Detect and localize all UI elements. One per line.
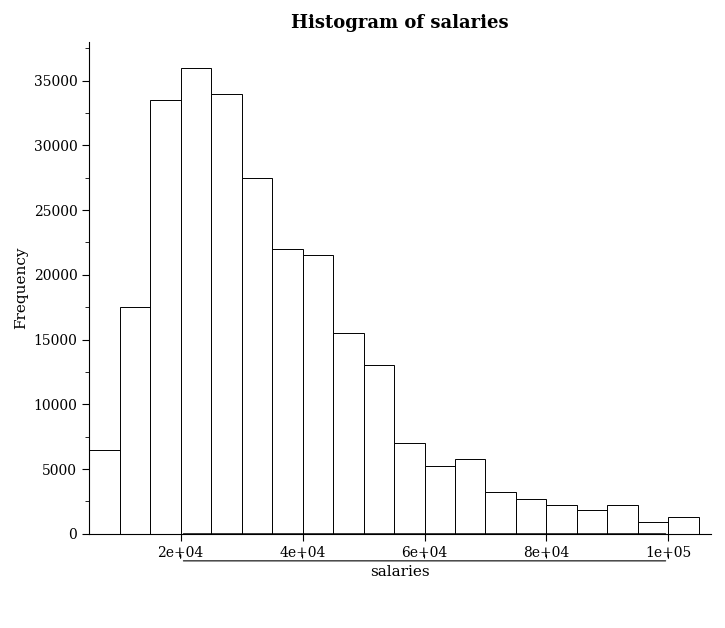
- Bar: [150, 100, 181, 534]
- Bar: [638, 522, 668, 534]
- Bar: [272, 249, 302, 534]
- Bar: [241, 178, 272, 534]
- Bar: [302, 256, 333, 534]
- Bar: [363, 365, 394, 534]
- Bar: [425, 467, 455, 534]
- Bar: [486, 492, 516, 534]
- Bar: [211, 94, 241, 534]
- X-axis label: salaries: salaries: [370, 565, 430, 579]
- Bar: [89, 450, 120, 534]
- Bar: [394, 443, 425, 534]
- Title: Histogram of salaries: Histogram of salaries: [291, 14, 509, 32]
- Y-axis label: Frequency: Frequency: [14, 247, 28, 329]
- Bar: [455, 458, 486, 534]
- Bar: [516, 499, 547, 534]
- Bar: [668, 517, 699, 534]
- Bar: [120, 307, 150, 534]
- Bar: [547, 506, 577, 534]
- Bar: [608, 506, 638, 534]
- Bar: [577, 511, 608, 534]
- Bar: [181, 68, 211, 534]
- Bar: [333, 333, 363, 534]
